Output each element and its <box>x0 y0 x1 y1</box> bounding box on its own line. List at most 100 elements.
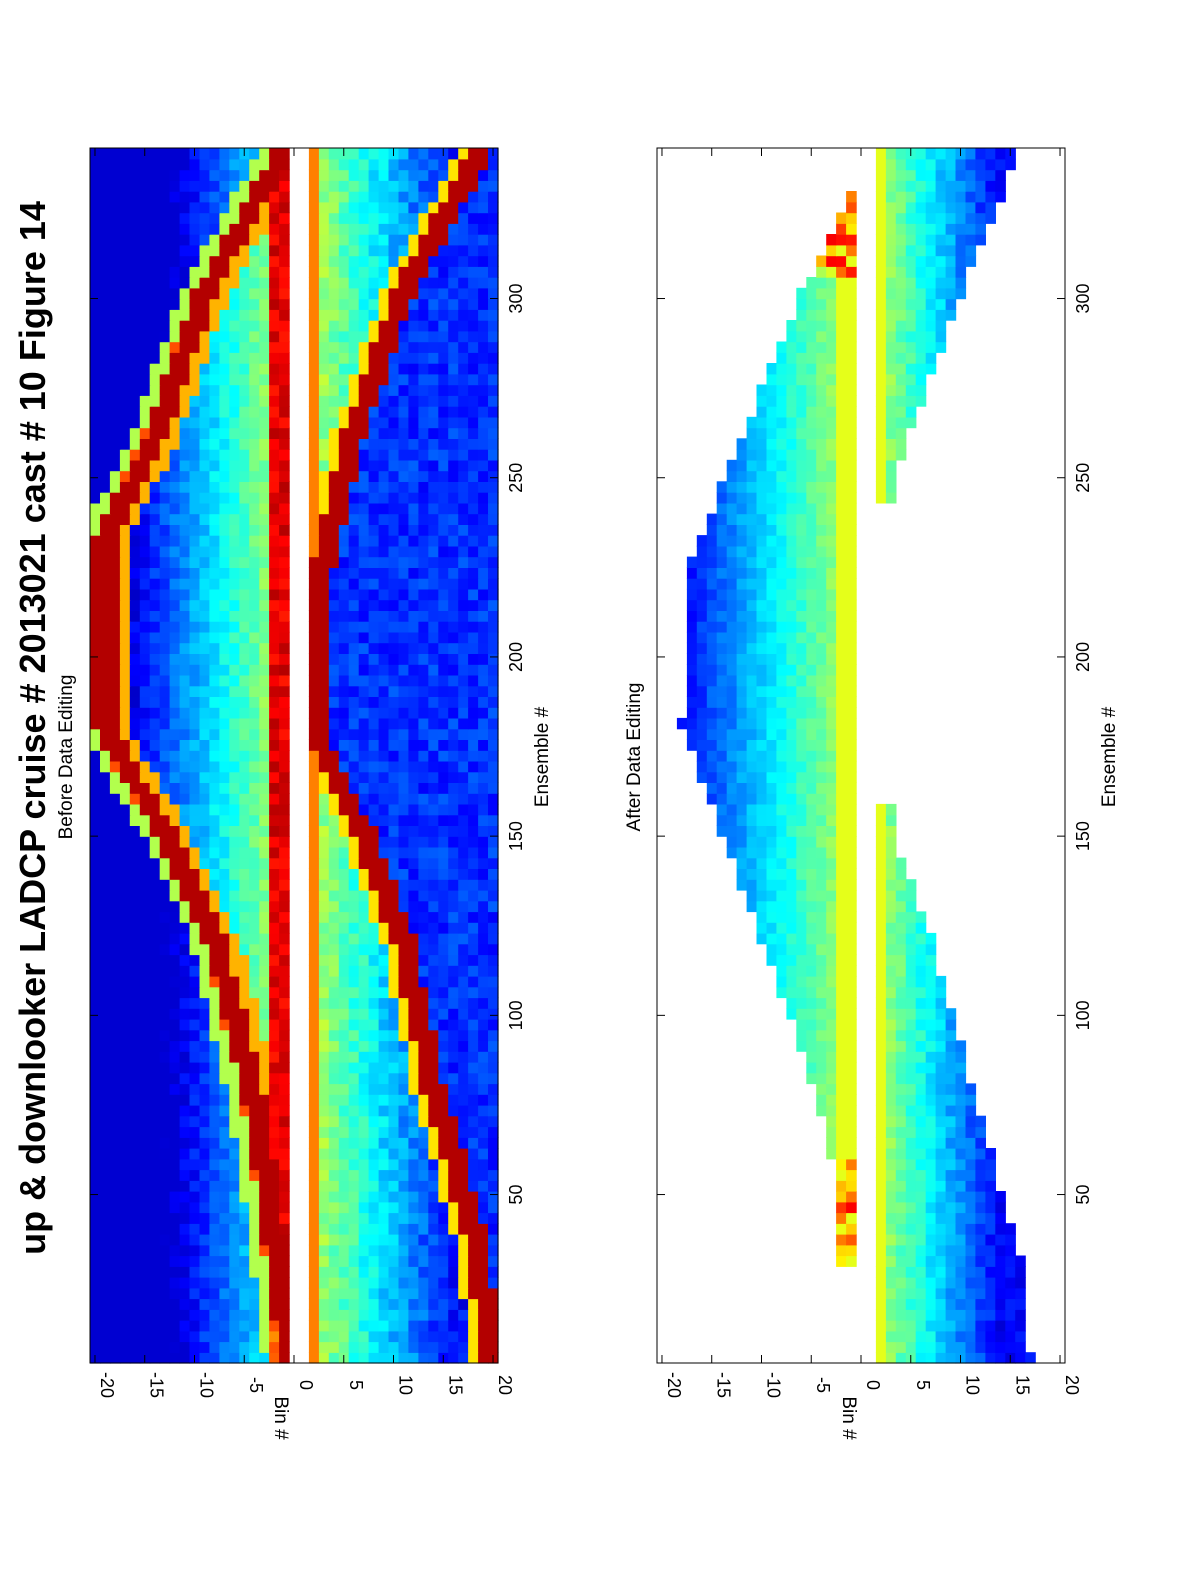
heatmap-cell <box>149 287 161 300</box>
heatmap-cell <box>945 1061 957 1074</box>
heatmap-cell <box>100 631 111 644</box>
heatmap-cell <box>418 1148 429 1160</box>
heatmap-cell <box>209 320 220 332</box>
heatmap-cell <box>308 642 320 654</box>
heatmap-cell <box>328 470 340 482</box>
heatmap-cell <box>408 180 419 192</box>
heatmap-cell <box>119 1234 131 1246</box>
heatmap-cell <box>279 1051 290 1063</box>
heatmap-cell <box>388 1212 400 1224</box>
heatmap-cell <box>239 1051 250 1063</box>
heatmap-cell <box>169 1169 181 1181</box>
heatmap-cell <box>259 1115 270 1128</box>
heatmap-cell <box>219 1244 230 1257</box>
heatmap-cell <box>448 352 459 364</box>
heatmap-cell <box>428 588 439 601</box>
heatmap-cell <box>189 1051 201 1063</box>
heatmap-cell <box>249 1234 260 1246</box>
heatmap-cell <box>338 739 350 751</box>
heatmap-cell <box>328 1320 340 1332</box>
heatmap-cell <box>338 825 350 837</box>
heatmap-cell <box>398 965 410 977</box>
heatmap-cell <box>418 438 429 450</box>
heatmap-cell <box>139 943 151 956</box>
heatmap-cell <box>219 320 230 332</box>
heatmap-cell <box>398 975 410 988</box>
heatmap-cell <box>179 169 191 181</box>
heatmap-cell <box>398 169 410 181</box>
heatmap-cell <box>318 492 330 504</box>
heatmap-cell <box>408 191 419 203</box>
heatmap-cell <box>448 427 459 439</box>
heatmap-cell <box>119 384 131 396</box>
heatmap-cell <box>90 674 101 687</box>
heatmap-cell <box>398 1051 410 1063</box>
heatmap-cell <box>229 1018 240 1031</box>
heatmap-cell <box>308 1352 320 1364</box>
heatmap-cell <box>438 298 449 310</box>
heatmap-cell <box>209 1169 220 1181</box>
heatmap-cell <box>139 545 151 558</box>
heatmap-cell <box>139 750 151 762</box>
heatmap-cell <box>308 578 320 590</box>
heatmap-cell <box>408 911 419 923</box>
heatmap-cell <box>189 1266 201 1278</box>
heatmap-cell <box>875 1158 887 1171</box>
heatmap-cell <box>259 1018 270 1031</box>
heatmap-cell <box>239 599 250 611</box>
heatmap-cell <box>259 298 270 310</box>
heatmap-cell <box>129 1287 141 1300</box>
heatmap-cell <box>90 879 101 891</box>
heatmap-cell <box>378 1115 390 1128</box>
heatmap-cell <box>1015 1298 1026 1310</box>
heatmap-cell <box>209 416 220 429</box>
heatmap-cell <box>448 642 459 654</box>
heatmap-cell <box>885 1094 897 1106</box>
heatmap-cell <box>488 556 499 568</box>
heatmap-cell <box>279 1072 290 1085</box>
heatmap-cell <box>169 384 181 396</box>
heatmap-cell <box>100 416 111 429</box>
heatmap-cell <box>836 1191 847 1203</box>
heatmap-cell <box>488 513 499 525</box>
heatmap-cell <box>378 1266 390 1278</box>
heatmap-cell <box>836 1029 847 1042</box>
heatmap-cell <box>398 728 410 740</box>
heatmap-cell <box>219 234 230 246</box>
heatmap-cell <box>428 384 439 396</box>
heatmap-cell <box>488 965 499 977</box>
heatmap-cell <box>1005 1266 1016 1278</box>
heatmap-cell <box>338 212 350 224</box>
heatmap-cell <box>408 846 419 859</box>
heatmap-cell <box>169 836 181 848</box>
heatmap-cell <box>478 836 489 848</box>
heatmap-cell <box>338 201 350 214</box>
heatmap-cell <box>239 223 250 235</box>
heatmap-cell <box>378 771 390 783</box>
heatmap-cell <box>468 373 479 386</box>
heatmap-cell <box>189 728 201 740</box>
heatmap-cell <box>189 309 201 321</box>
heatmap-cell <box>159 1137 171 1149</box>
heatmap-cell <box>179 911 191 923</box>
heatmap-cell <box>119 266 131 278</box>
heatmap-cell <box>318 782 330 794</box>
heatmap-cell <box>468 158 479 171</box>
heatmap-cell <box>1005 1234 1016 1246</box>
heatmap-cell <box>995 1191 1006 1203</box>
heatmap-cell <box>428 513 439 525</box>
heatmap-cell <box>239 298 250 310</box>
heatmap-cell <box>100 1320 111 1332</box>
heatmap-cell <box>209 481 220 493</box>
heatmap-cell <box>488 750 499 762</box>
heatmap-cell <box>159 1352 171 1364</box>
heatmap-cell <box>438 846 449 859</box>
heatmap-cell <box>945 1169 957 1181</box>
heatmap-cell <box>129 889 141 902</box>
heatmap-cell <box>269 201 280 214</box>
heatmap-cell <box>229 330 240 343</box>
heatmap-cell <box>478 244 489 257</box>
heatmap-cell <box>478 1137 489 1149</box>
heatmap-cell <box>129 965 141 977</box>
heatmap-cell <box>109 1180 121 1192</box>
